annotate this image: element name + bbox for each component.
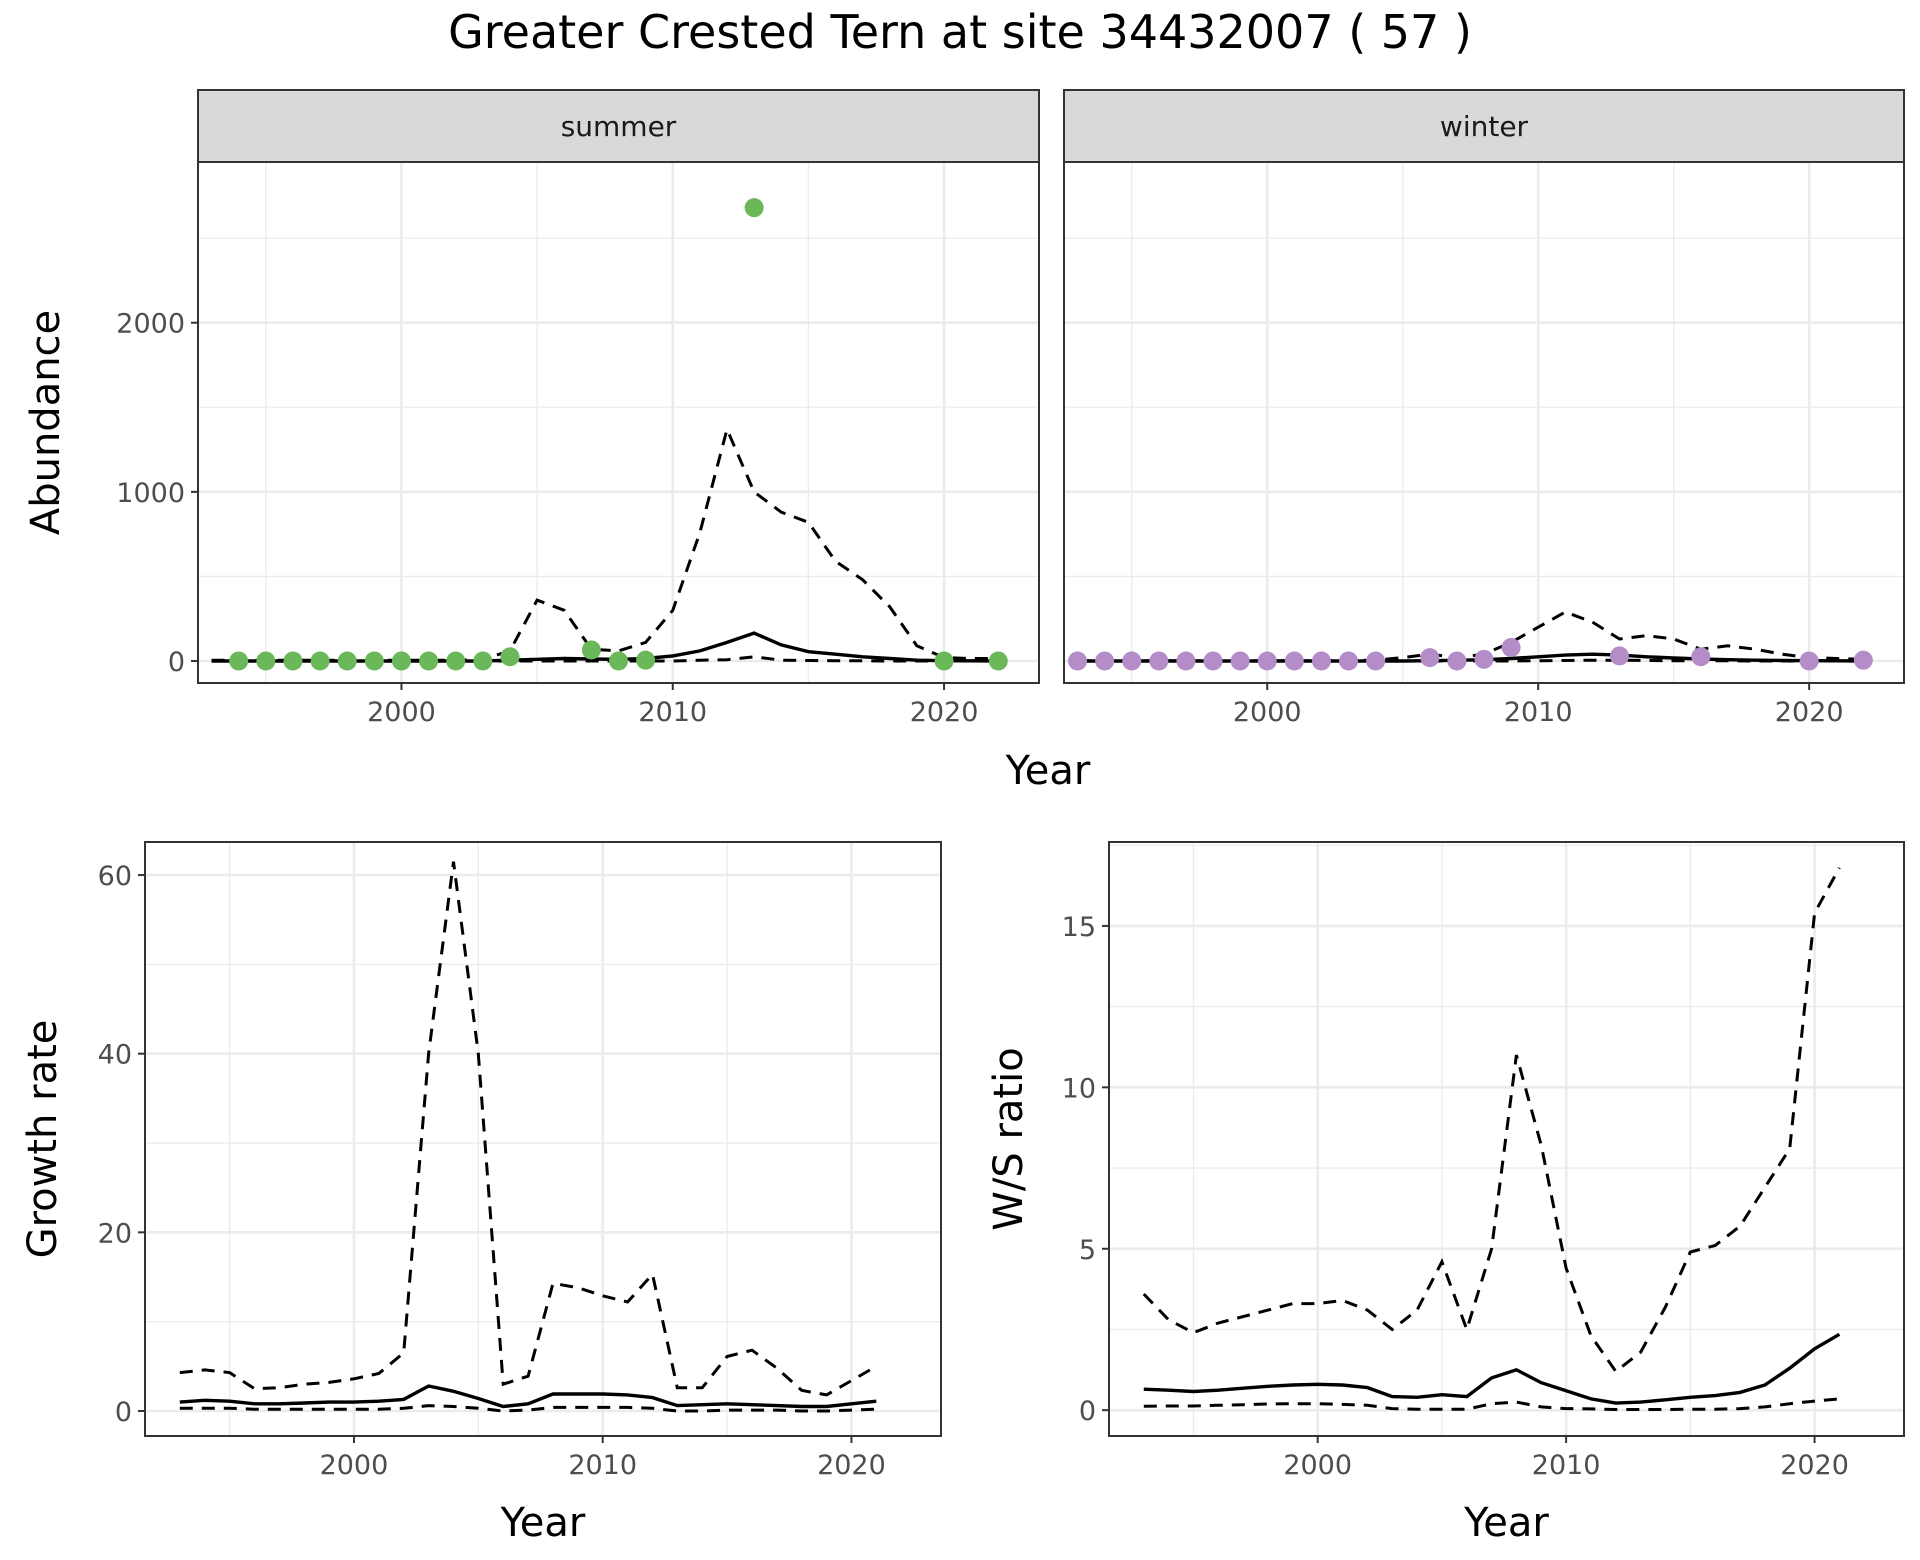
y-axis-title: W/S ratio — [986, 1047, 1032, 1230]
y-tick-label: 0 — [168, 647, 185, 678]
x-tick-label: 2020 — [817, 1450, 886, 1481]
data-point — [419, 651, 439, 671]
panel-border — [1108, 841, 1905, 1437]
data-point — [1203, 651, 1223, 671]
panel-background — [145, 842, 941, 1436]
x-tick-label: 2010 — [638, 697, 707, 728]
y-tick-label: 60 — [98, 861, 132, 892]
data-point — [364, 651, 384, 671]
x-tick-label: 2020 — [1775, 697, 1844, 728]
data-point — [1501, 637, 1521, 657]
series-line-solid-0 — [179, 1384, 877, 1409]
x-tick-label: 2000 — [1233, 697, 1302, 728]
facet-strip-label: winter — [1440, 110, 1529, 143]
series-line-solid-0 — [1143, 1332, 1841, 1405]
data-point — [1095, 651, 1115, 671]
y-tick-label: 15 — [1062, 912, 1096, 943]
y-tick-label: 40 — [98, 1040, 132, 1071]
y-axis-title: Growth rate — [20, 1020, 66, 1259]
data-point — [446, 651, 466, 671]
data-point — [229, 651, 249, 671]
data-point — [1311, 651, 1331, 671]
x-axis-title: Year — [1463, 1500, 1549, 1546]
panel-border — [144, 841, 942, 1437]
data-point — [1474, 649, 1494, 669]
data-point — [256, 651, 276, 671]
data-point — [391, 651, 411, 671]
data-point — [1257, 651, 1277, 671]
data-point — [934, 651, 954, 671]
data-point — [310, 651, 330, 671]
data-point — [1366, 651, 1386, 671]
y-tick-label: 0 — [1079, 1396, 1096, 1427]
data-point — [1230, 651, 1250, 671]
data-point — [1284, 651, 1304, 671]
y-tick-label: 2000 — [116, 309, 185, 340]
x-tick-label: 2010 — [1532, 1450, 1601, 1481]
facet-strip — [1063, 89, 1905, 163]
data-point — [1176, 651, 1196, 671]
panel-abundance_winter: winter 2000 2010 2020 — [1063, 89, 1905, 728]
data-point — [1447, 651, 1467, 671]
data-point — [1799, 651, 1819, 671]
data-point — [1420, 648, 1440, 668]
y-tick-label: 20 — [98, 1218, 132, 1249]
series-line-dashed-1 — [211, 424, 999, 662]
data-point — [283, 651, 303, 671]
data-point — [1149, 651, 1169, 671]
data-point — [1609, 646, 1629, 666]
data-point — [636, 650, 656, 670]
x-axis-title: Year — [500, 1500, 586, 1546]
panel-ws_ratio: 2000 2010 2020 0 5 10 15 W/S ratio Year — [986, 841, 1905, 1546]
x-tick-label: 2010 — [568, 1450, 637, 1481]
x-tick-label: 2020 — [910, 697, 979, 728]
x-tick-label: 2010 — [1504, 697, 1573, 728]
figure-title: Greater Crested Tern at site 34432007 ( … — [448, 5, 1472, 59]
facet-strip-label: summer — [561, 110, 677, 143]
data-point — [1691, 647, 1711, 667]
data-point — [1339, 651, 1359, 671]
series-line-dashed-1 — [1142, 867, 1841, 1374]
y-tick-label: 0 — [115, 1397, 132, 1428]
series-line-dashed-2 — [1143, 1397, 1840, 1411]
y-tick-label: 5 — [1079, 1235, 1096, 1266]
data-point — [473, 651, 493, 671]
facet-strip — [197, 89, 1040, 163]
data-point — [988, 651, 1008, 671]
data-point — [744, 198, 764, 218]
y-tick-label: 1000 — [116, 478, 185, 509]
shared-x-axis-title: Year — [1005, 748, 1091, 794]
data-point — [500, 647, 520, 667]
series-line-dashed-1 — [179, 861, 878, 1397]
panel-abundance_summer: summer 2000 2010 2020 0 1000 2000 Abundance — [23, 89, 1040, 728]
series-line-dashed-2 — [179, 1404, 877, 1413]
x-tick-label: 2000 — [367, 697, 436, 728]
y-tick-label: 10 — [1062, 1073, 1096, 1104]
x-tick-label: 2000 — [320, 1450, 389, 1481]
data-point — [609, 651, 628, 671]
data-point — [1068, 651, 1088, 671]
data-point — [1122, 651, 1142, 671]
y-axis-title: Abundance — [23, 310, 69, 535]
data-point — [1853, 650, 1873, 670]
x-tick-label: 2000 — [1283, 1450, 1352, 1481]
data-point — [337, 651, 357, 671]
panel-background — [198, 162, 1039, 683]
panel-growth_rate: 2000 2010 2020 0 20 40 60 Growth rate Year — [20, 841, 942, 1546]
panel-background — [1064, 162, 1904, 683]
data-point — [581, 640, 601, 660]
x-tick-label: 2020 — [1780, 1450, 1849, 1481]
